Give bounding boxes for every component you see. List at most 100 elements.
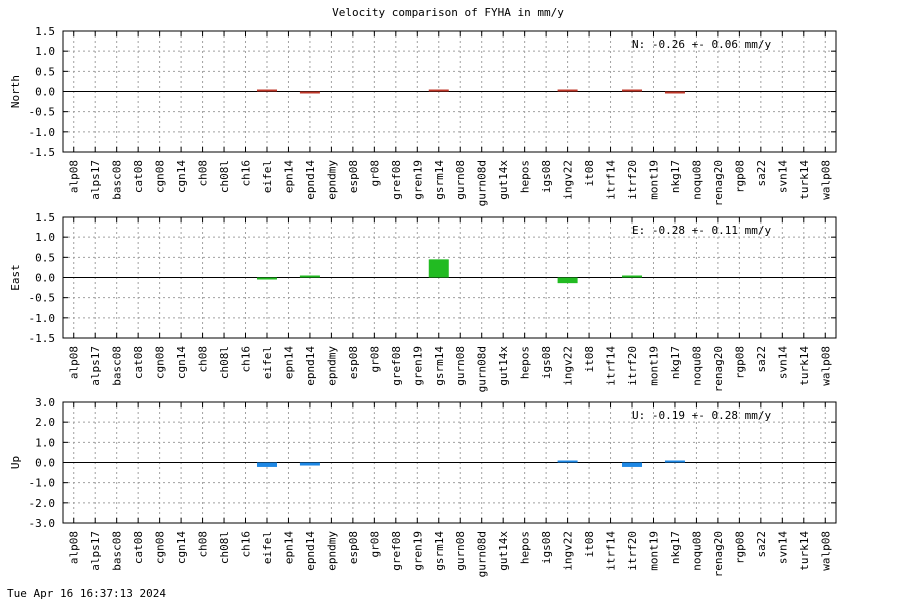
x-tick-label: ch08l: [218, 531, 231, 564]
x-tick-label: cgn14: [175, 160, 188, 193]
x-tick-label: hepos: [519, 346, 532, 379]
x-tick-label: epnd14: [304, 346, 317, 386]
x-tick-label: itrf14: [605, 346, 618, 386]
bar-ingv22: [557, 89, 578, 92]
x-tick-label: walp08: [819, 346, 832, 386]
x-tick-label: itrf20: [626, 346, 639, 386]
x-tick-label: gurn08: [454, 531, 467, 571]
x-tick-label: ingv22: [562, 531, 575, 571]
x-tick-label: sa22: [755, 531, 768, 558]
x-tick-label: ch08l: [218, 160, 231, 193]
x-tick-label: cgn14: [175, 346, 188, 379]
y-tick-label: 1.0: [35, 436, 55, 449]
y-axis-label: East: [9, 264, 22, 291]
x-tick-label: esp08: [347, 346, 360, 379]
y-tick-label: -3.0: [29, 517, 56, 530]
y-tick-label: -2.0: [29, 497, 56, 510]
x-tick-label: gref08: [390, 160, 403, 200]
x-tick-label: rgp08: [733, 160, 746, 193]
x-tick-label: cat08: [132, 346, 145, 379]
bar-nkg17: [664, 91, 685, 94]
x-tick-label: svn14: [776, 346, 789, 379]
x-tick-label: renag20: [712, 531, 725, 577]
y-tick-label: 0.0: [35, 457, 55, 470]
x-tick-label: renag20: [712, 346, 725, 392]
x-tick-label: epn14: [282, 531, 295, 564]
x-tick-label: esp08: [347, 531, 360, 564]
y-tick-label: 2.0: [35, 416, 55, 429]
bar-itrf20: [622, 89, 643, 92]
x-tick-label: basc08: [111, 531, 124, 571]
x-tick-label: epnd14: [304, 160, 317, 200]
panel-annotation: U: -0.19 +- 0.28 mm/y: [632, 409, 771, 422]
x-tick-label: alp08: [68, 531, 81, 564]
bar-gsrm14: [428, 259, 449, 278]
x-tick-label: ch08: [197, 160, 210, 187]
x-tick-label: eifel: [261, 160, 274, 193]
x-tick-label: nkg17: [669, 160, 682, 193]
y-tick-label: 0.0: [35, 272, 55, 285]
x-tick-label: turk14: [798, 531, 811, 571]
x-tick-label: sa22: [755, 346, 768, 373]
x-tick-label: esp08: [347, 160, 360, 193]
x-tick-label: cgn08: [154, 346, 167, 379]
y-tick-label: -1.0: [29, 312, 56, 325]
x-tick-label: igs08: [540, 160, 553, 193]
x-tick-label: ch16: [240, 531, 253, 558]
x-tick-label: itrf14: [605, 160, 618, 200]
x-tick-label: cgn14: [175, 531, 188, 564]
x-tick-label: walp08: [819, 160, 832, 200]
bar-gsrm14: [428, 89, 449, 92]
x-tick-label: itrf20: [626, 531, 639, 571]
y-tick-label: 3.0: [35, 396, 55, 409]
x-tick-label: renag20: [712, 160, 725, 206]
x-tick-label: ch16: [240, 160, 253, 187]
bar-eifel: [256, 89, 277, 92]
bar-eifel: [256, 277, 277, 280]
x-tick-label: gut14x: [497, 531, 510, 571]
x-tick-label: ingv22: [562, 160, 575, 200]
x-tick-label: itrf14: [605, 531, 618, 571]
x-tick-label: it08: [583, 346, 596, 373]
y-tick-label: 1.0: [35, 45, 55, 58]
x-tick-label: hepos: [519, 160, 532, 193]
x-tick-label: epn14: [282, 346, 295, 379]
x-tick-label: rgp08: [733, 346, 746, 379]
bar-epnd14: [299, 275, 320, 278]
x-tick-label: gut14x: [497, 346, 510, 386]
x-tick-label: turk14: [798, 160, 811, 200]
x-tick-label: svn14: [776, 531, 789, 564]
x-tick-label: gsrm14: [433, 160, 446, 200]
plot-frame: [62, 30, 837, 153]
x-tick-label: gsrm14: [433, 531, 446, 571]
bar-eifel: [256, 462, 277, 467]
bar-itrf20: [622, 462, 643, 467]
x-tick-label: gurn08d: [476, 531, 489, 577]
x-tick-label: mont19: [647, 160, 660, 200]
y-tick-label: 0.5: [35, 251, 55, 264]
y-tick-label: -1.5: [29, 146, 56, 159]
y-axis-label: North: [9, 75, 22, 108]
panel-east: 1.5 1.0 0.5 0.0 -0.5 -1.0 -1.5 alp08 alps17 basc0…: [9, 211, 837, 392]
x-tick-label: alp08: [68, 160, 81, 193]
panel-north: 1.5 1.0 0.5 0.0 -0.5 -1.0 -1.5 alp08 alps17 basc0…: [9, 25, 837, 206]
x-tick-label: mont19: [647, 531, 660, 571]
y-tick-label: 1.5: [35, 25, 55, 38]
x-tick-label: gr08: [368, 160, 381, 187]
x-tick-label: sa22: [755, 160, 768, 187]
x-tick-label: alps17: [89, 346, 102, 386]
x-tick-label: igs08: [540, 346, 553, 379]
x-tick-label: nkg17: [669, 346, 682, 379]
panel-up: 3.0 2.0 1.0 0.0 -1.0 -2.0 -3.0 alp08 alps17 basc0…: [9, 396, 837, 577]
bar-ingv22: [557, 277, 578, 284]
x-tick-label: it08: [583, 160, 596, 187]
plot-frame: [62, 216, 837, 339]
x-tick-label: cat08: [132, 531, 145, 564]
y-tick-label: -1.0: [29, 126, 56, 139]
x-tick-label: eifel: [261, 531, 274, 564]
x-tick-label: gsrm14: [433, 346, 446, 386]
x-tick-label: gren19: [411, 160, 424, 200]
x-tick-label: gurn08: [454, 160, 467, 200]
bar-itrf20: [622, 275, 643, 278]
